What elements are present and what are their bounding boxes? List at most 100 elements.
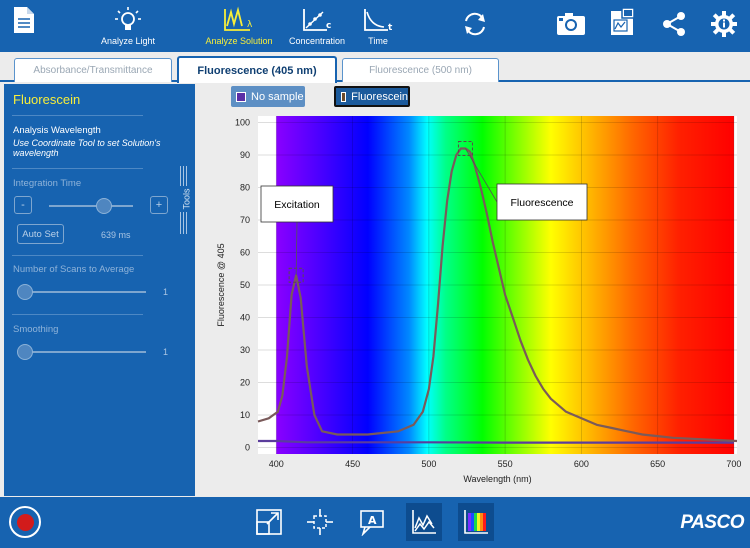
annotation-marker	[457, 141, 473, 156]
integration-time-minus-button[interactable]: -	[14, 196, 32, 214]
grip-line	[183, 166, 184, 186]
record-button[interactable]	[9, 506, 41, 538]
series-color-swatch	[341, 91, 347, 102]
annotation-box[interactable]	[496, 183, 588, 221]
x-tick-label: 650	[650, 459, 665, 469]
y-tick-label: 20	[240, 378, 250, 388]
integration-time-plus-button[interactable]: +	[150, 196, 168, 214]
annotation-label: Fluorescence	[510, 197, 573, 209]
fluorescence-chart[interactable]: 0 10 20 30 40 50 60 70 80 90 100 400 450 500 550 600 650…	[205, 110, 750, 495]
share-icon	[660, 10, 688, 38]
refresh-button[interactable]	[458, 0, 492, 52]
file-button[interactable]	[8, 0, 40, 52]
time-label: Time	[368, 36, 388, 46]
slider-track	[18, 351, 146, 353]
tab-absorbance-transmittance[interactable]: Absorbance/Transmittance	[14, 58, 172, 82]
scans-to-average-value: 1	[163, 287, 169, 297]
share-button[interactable]	[657, 0, 691, 52]
journal-button[interactable]	[606, 0, 640, 52]
tab-fluorescence-500[interactable]: Fluorescence (500 nm)	[342, 58, 499, 82]
top-toolbar: Analyze Light λ Analyze Solution c Conce…	[0, 0, 750, 52]
settings-button[interactable]	[707, 0, 741, 52]
refresh-icon	[461, 10, 489, 38]
solution-name: Fluorescein	[13, 92, 81, 107]
grip-line	[180, 212, 181, 234]
spectrum-background-button[interactable]	[458, 503, 494, 541]
x-tick-label: 500	[421, 459, 436, 469]
tools-drawer-handle[interactable]: Tools	[180, 166, 194, 236]
y-tick-label: 50	[240, 280, 250, 290]
grip-line	[183, 212, 184, 234]
slider-track	[49, 205, 133, 207]
record-icon	[16, 513, 34, 531]
grip-line	[186, 166, 187, 186]
analyze-solution-button[interactable]: λ Analyze Solution	[205, 0, 273, 52]
slider-thumb[interactable]	[95, 198, 112, 214]
tab-bar: Absorbance/Transmittance Fluorescence (4…	[0, 52, 750, 83]
x-axis-label: Wavelength (nm)	[463, 474, 531, 484]
annotation-icon: A	[360, 510, 384, 536]
divider	[12, 168, 143, 169]
smoothing-label: Smoothing	[13, 324, 59, 335]
lightbulb-icon	[113, 6, 143, 34]
y-tick-label: 100	[235, 118, 250, 128]
svg-text:t: t	[388, 23, 393, 33]
annotation-leader-line	[295, 221, 298, 276]
analyze-solution-label: Analyze Solution	[205, 36, 273, 46]
slider-thumb[interactable]	[17, 284, 33, 300]
y-tick-label: 10	[240, 410, 250, 420]
spectrum-icon	[464, 510, 488, 534]
integration-time-value: 639 ms	[101, 230, 131, 240]
svg-text:A: A	[368, 514, 377, 527]
grip-line	[186, 212, 187, 234]
tools-label: Tools	[181, 188, 192, 210]
multi-line-graph-icon	[412, 510, 436, 534]
annotation-button[interactable]: A	[354, 503, 390, 541]
coordinate-tool-button[interactable]	[302, 503, 338, 541]
analysis-wavelength-label: Analysis Wavelength	[13, 125, 101, 136]
crosshair-icon	[307, 509, 333, 535]
concentration-label: Concentration	[288, 36, 346, 46]
scans-to-average-label: Number of Scans to Average	[13, 264, 135, 275]
show-fluorescence-graph-button[interactable]	[406, 503, 442, 541]
series-line-no-sample[interactable]	[258, 439, 734, 444]
pasco-logo: PASCO	[680, 512, 744, 533]
divider	[12, 255, 143, 256]
divider	[12, 314, 143, 315]
annotation-label: Excitation	[274, 199, 320, 211]
analyze-light-label: Analyze Light	[100, 36, 156, 46]
journal-icon	[608, 7, 638, 36]
snapshot-button[interactable]	[554, 0, 588, 52]
scale-to-fit-button[interactable]	[251, 503, 287, 541]
smoothing-value: 1	[163, 347, 169, 357]
legend-no-sample[interactable]: No sample	[231, 86, 305, 107]
series-color-swatch	[236, 91, 246, 102]
concentration-button[interactable]: c Concentration	[287, 0, 347, 52]
tab-fluorescence-405[interactable]: Fluorescence (405 nm)	[177, 56, 337, 83]
x-tick-label: 450	[345, 459, 360, 469]
y-tick-label: 60	[240, 248, 250, 258]
y-tick-label: 70	[240, 215, 250, 225]
x-tick-label: 600	[574, 459, 589, 469]
spectrum-lambda-icon: λ	[222, 6, 256, 34]
y-tick-label: 30	[240, 345, 250, 355]
legend-fluorescein[interactable]: Fluorescein	[334, 86, 410, 107]
legend-label: Fluorescein	[351, 90, 408, 103]
x-tick-label: 700	[726, 459, 741, 469]
y-axis-label: Fluorescence @ 405	[216, 243, 226, 326]
visible-spectrum-band	[276, 116, 734, 454]
analyze-light-button[interactable]: Analyze Light	[98, 0, 158, 52]
x-tick-label: 400	[269, 459, 284, 469]
concentration-plot-icon: c	[301, 6, 333, 34]
slider-thumb[interactable]	[17, 344, 33, 360]
scale-to-fit-icon	[256, 509, 282, 535]
auto-set-button[interactable]: Auto Set	[17, 224, 64, 244]
annotation-box[interactable]	[260, 185, 334, 223]
camera-icon	[556, 10, 586, 38]
series-line-fluorescein[interactable]	[257, 147, 738, 443]
grip-line	[180, 166, 181, 186]
y-tick-label: 40	[240, 313, 250, 323]
legend-label: No sample	[251, 90, 304, 103]
time-button[interactable]: t Time	[358, 0, 398, 52]
y-tick-label: 0	[245, 443, 250, 453]
